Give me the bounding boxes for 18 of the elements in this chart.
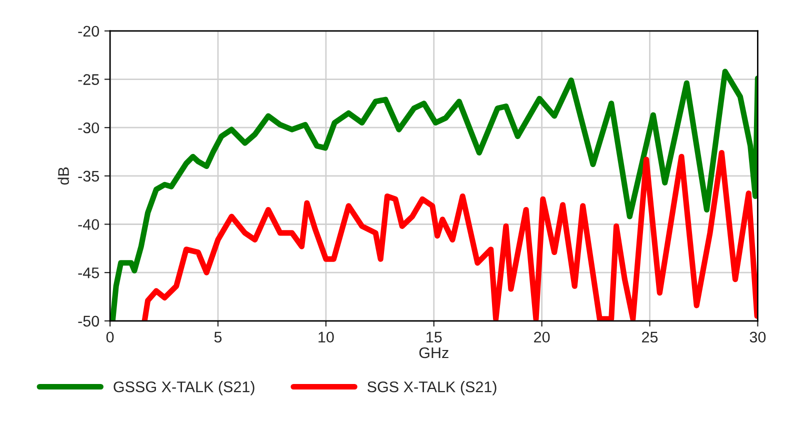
x-tick-label: 10: [318, 332, 334, 343]
y-tick-label: -35: [78, 170, 99, 182]
x-tick-label: 20: [534, 332, 550, 343]
x-tick-label: 5: [214, 332, 222, 343]
x-tick-label: 15: [426, 332, 442, 343]
y-tick-label: -30: [78, 122, 100, 134]
y-tick-label: -20: [78, 26, 100, 37]
y-axis-title: dB: [58, 167, 69, 185]
x-tick-label: 30: [750, 332, 766, 343]
legend-label: SGS X-TALK (S21): [368, 381, 496, 396]
y-tick-label: -50: [78, 316, 100, 327]
y-tick-label: -45: [78, 268, 99, 278]
x-tick-label: 0: [106, 332, 114, 343]
x-axis-title: GHz: [419, 347, 448, 358]
legend-label: GSSG X-TALK (S21): [114, 381, 254, 396]
y-tick-label: -25: [78, 74, 99, 85]
y-tick-label: -40: [78, 219, 100, 230]
x-tick-label: 25: [642, 332, 658, 343]
